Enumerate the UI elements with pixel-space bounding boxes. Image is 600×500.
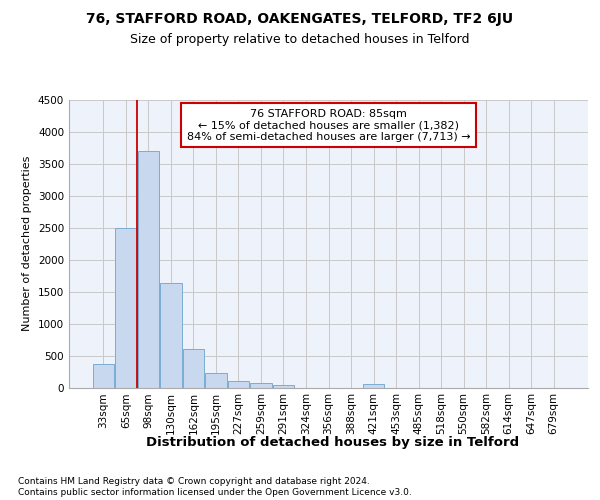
Y-axis label: Number of detached properties: Number of detached properties <box>22 156 32 332</box>
Text: Distribution of detached houses by size in Telford: Distribution of detached houses by size … <box>146 436 520 449</box>
Bar <box>273 384 294 388</box>
Bar <box>115 228 137 388</box>
Text: Contains HM Land Registry data © Crown copyright and database right 2024.: Contains HM Land Registry data © Crown c… <box>18 476 370 486</box>
Text: 76 STAFFORD ROAD: 85sqm
← 15% of detached houses are smaller (1,382)
84% of semi: 76 STAFFORD ROAD: 85sqm ← 15% of detache… <box>187 108 470 142</box>
Bar <box>228 381 249 388</box>
Bar <box>363 384 384 388</box>
Bar <box>160 284 182 388</box>
Bar <box>205 373 227 388</box>
Bar <box>182 349 204 388</box>
Text: Size of property relative to detached houses in Telford: Size of property relative to detached ho… <box>130 32 470 46</box>
Bar <box>92 364 114 388</box>
Bar <box>137 151 159 388</box>
Text: Contains public sector information licensed under the Open Government Licence v3: Contains public sector information licen… <box>18 488 412 497</box>
Bar <box>250 384 272 388</box>
Text: 76, STAFFORD ROAD, OAKENGATES, TELFORD, TF2 6JU: 76, STAFFORD ROAD, OAKENGATES, TELFORD, … <box>86 12 514 26</box>
